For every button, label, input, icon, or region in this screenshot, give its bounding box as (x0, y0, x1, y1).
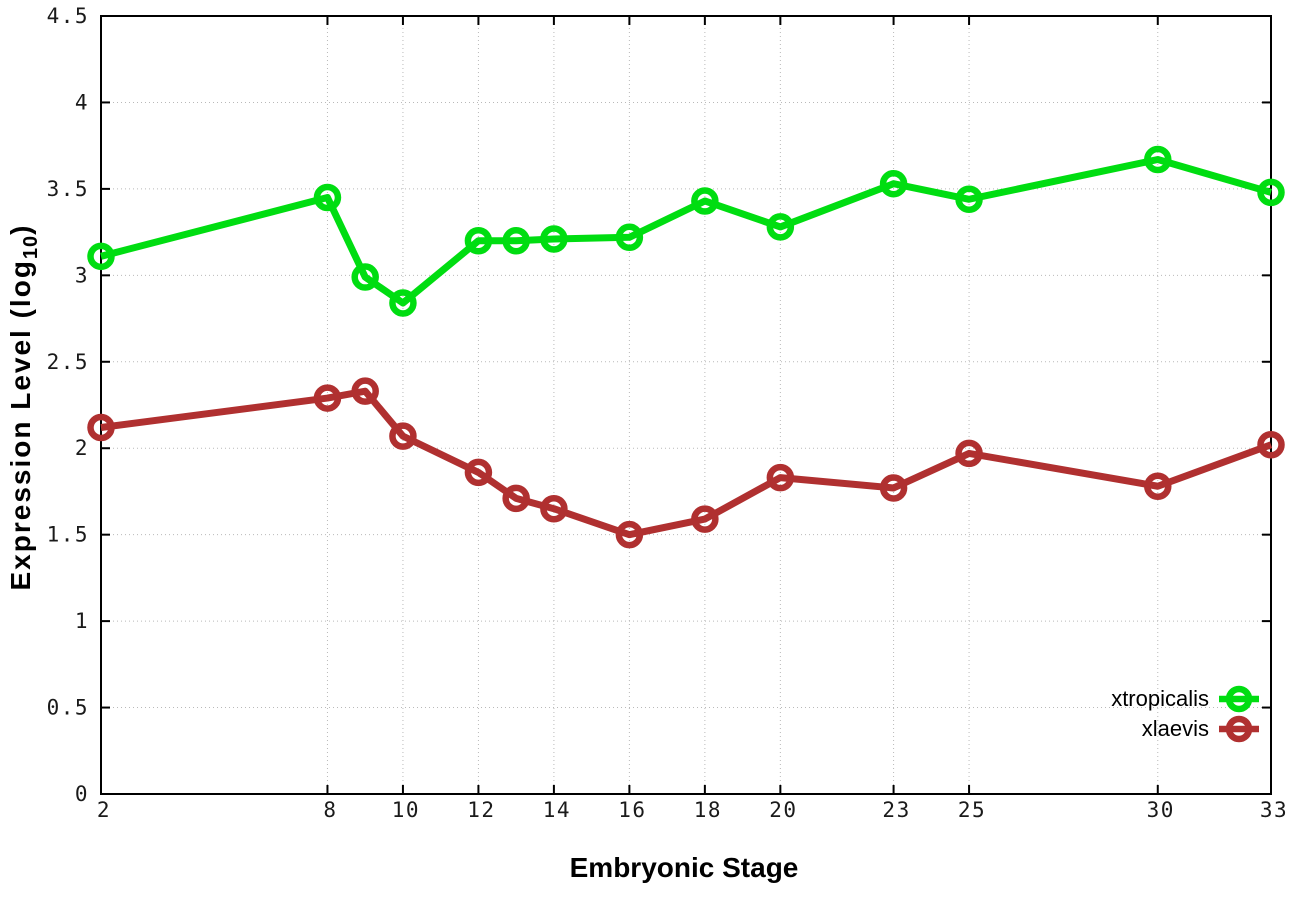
legend-item-xlaevis: xlaevis (1111, 714, 1260, 744)
svg-text:1: 1 (75, 609, 89, 633)
xtropicalis-line-marker-icon (1219, 685, 1259, 713)
y-axis-title-subscript: 10 (19, 234, 42, 260)
legend-label-xtropicalis: xtropicalis (1111, 686, 1209, 711)
svg-text:14: 14 (543, 798, 571, 822)
svg-text:3.5: 3.5 (47, 177, 89, 201)
svg-text:25: 25 (958, 798, 986, 822)
svg-text:0.5: 0.5 (47, 696, 89, 720)
svg-text:4: 4 (75, 90, 89, 114)
svg-text:2: 2 (75, 436, 89, 460)
svg-text:2.5: 2.5 (47, 350, 89, 374)
svg-text:8: 8 (323, 798, 337, 822)
y-axis-title-text: Expression Level (log (5, 259, 37, 591)
legend-item-xtropicalis: xtropicalis (1111, 684, 1260, 714)
svg-text:3: 3 (75, 263, 89, 287)
legend-label-xlaevis: xlaevis (1141, 716, 1209, 741)
svg-text:20: 20 (769, 798, 797, 822)
y-axis-title: Expression Level (log10) (5, 224, 43, 591)
svg-text:4.5: 4.5 (47, 4, 89, 28)
svg-text:1.5: 1.5 (47, 523, 89, 547)
svg-text:2: 2 (97, 798, 111, 822)
legend: xtropicalis xlaevis (1111, 684, 1260, 744)
svg-text:0: 0 (75, 782, 89, 806)
y-axis-title-close: ) (5, 223, 37, 235)
x-axis-title: Embryonic Stage (569, 852, 799, 883)
xlaevis-line-marker-icon (1219, 715, 1259, 743)
svg-text:23: 23 (882, 798, 910, 822)
svg-text:30: 30 (1147, 798, 1175, 822)
svg-text:33: 33 (1260, 798, 1288, 822)
svg-text:10: 10 (392, 798, 420, 822)
svg-text:16: 16 (618, 798, 646, 822)
svg-text:12: 12 (467, 798, 495, 822)
svg-text:18: 18 (694, 798, 722, 822)
